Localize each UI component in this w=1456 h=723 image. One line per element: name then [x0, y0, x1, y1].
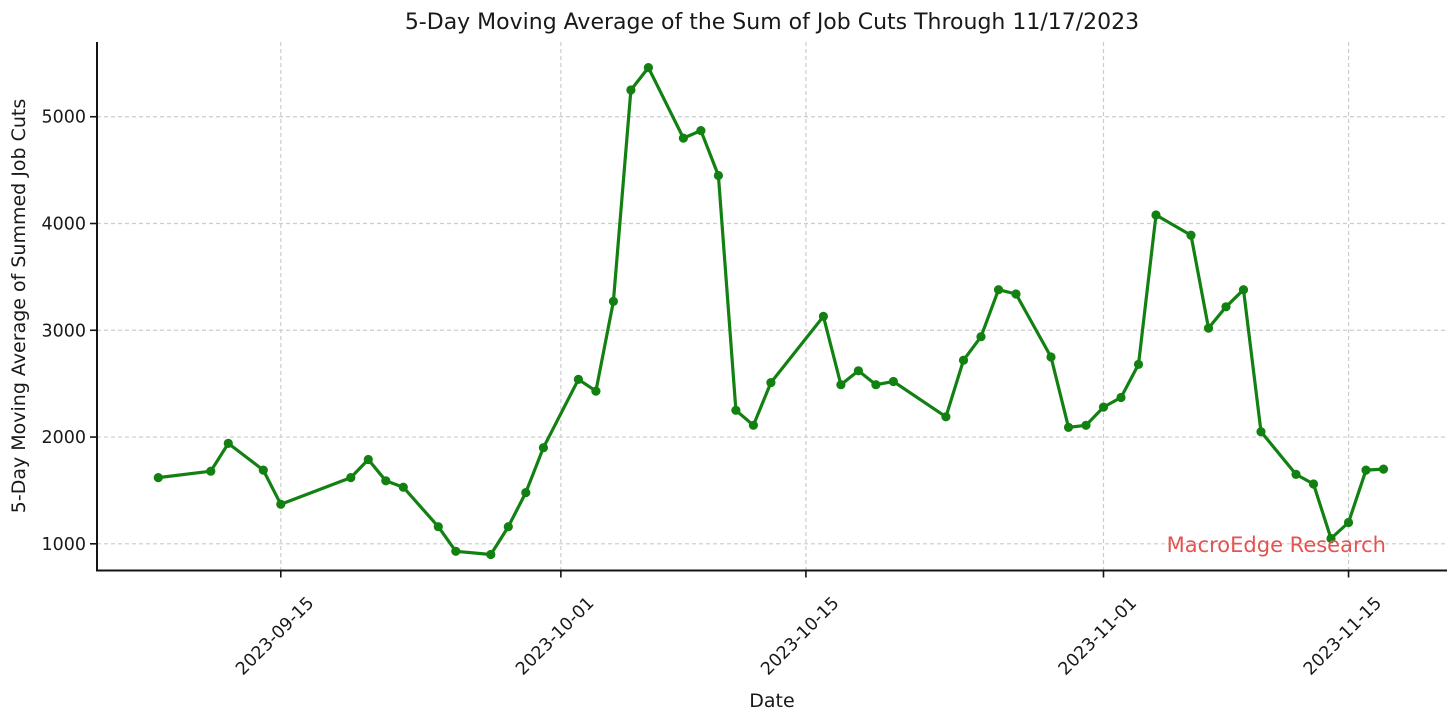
data-point-marker: [223, 438, 233, 448]
x-axis-label: Date: [749, 690, 794, 712]
y-tick-label: 5000: [41, 108, 86, 128]
data-point-marker: [1256, 427, 1266, 437]
data-point-marker: [836, 380, 846, 390]
data-point-marker: [1011, 289, 1021, 299]
data-point-marker: [346, 473, 356, 483]
data-point-marker: [1098, 402, 1109, 412]
data-point-marker: [1063, 422, 1074, 432]
y-tick-label: 4000: [41, 215, 86, 235]
data-point-marker: [818, 311, 829, 321]
data-point-marker: [1378, 464, 1389, 474]
data-point-marker: [1151, 210, 1161, 220]
data-point-marker: [976, 332, 986, 342]
data-point-marker: [1308, 479, 1319, 489]
data-point-marker: [766, 378, 776, 388]
data-point-marker: [521, 488, 531, 498]
y-tick-label: 3000: [41, 321, 86, 341]
data-point-marker: [853, 366, 864, 376]
data-point-marker: [538, 443, 549, 453]
data-point-marker: [1116, 392, 1126, 403]
data-point-marker: [696, 126, 706, 136]
data-point-marker: [1186, 230, 1196, 240]
y-tick-label: 1000: [41, 535, 86, 555]
data-point-marker: [1133, 359, 1144, 369]
data-point-marker: [1326, 533, 1336, 544]
data-point-marker: [451, 546, 461, 556]
data-point-marker: [153, 473, 163, 483]
data-point-marker: [888, 376, 899, 387]
data-point-marker: [1203, 323, 1214, 333]
data-point-marker: [276, 499, 286, 509]
data-series: [153, 63, 1389, 560]
data-point-marker: [486, 549, 496, 560]
data-point-marker: [206, 466, 216, 476]
data-point-marker: [713, 170, 724, 181]
data-point-marker: [731, 405, 741, 415]
y-axis-label: 5-Day Moving Average of Summed Job Cuts: [8, 99, 30, 514]
data-point-marker: [626, 85, 636, 95]
data-point-marker: [258, 465, 268, 475]
data-point-marker: [1361, 465, 1371, 475]
data-point-marker: [1046, 352, 1056, 362]
data-point-marker: [643, 63, 654, 73]
data-point-marker: [608, 296, 619, 306]
data-point-marker: [398, 482, 408, 492]
data-point-marker: [381, 476, 391, 486]
data-point-marker: [1221, 302, 1231, 312]
data-point-marker: [958, 355, 969, 365]
watermark: MacroEdge Research: [1167, 533, 1386, 557]
data-point-marker: [1343, 517, 1354, 528]
data-point-marker: [1081, 420, 1091, 430]
data-point-marker: [678, 133, 689, 143]
data-point-marker: [573, 374, 584, 384]
grid-lines: [97, 42, 1447, 571]
data-point-marker: [748, 420, 759, 430]
data-point-marker: [941, 412, 951, 422]
data-point-marker: [993, 285, 1004, 295]
data-point-marker: [1291, 469, 1301, 479]
y-tick-label: 2000: [41, 428, 86, 448]
data-point-marker: [1238, 285, 1249, 295]
axes-spines-and-ticks: [90, 42, 1447, 578]
data-point-marker: [591, 386, 601, 396]
data-point-marker: [503, 522, 513, 532]
data-point-marker: [433, 522, 443, 532]
data-point-marker: [363, 454, 373, 465]
chart-title: 5-Day Moving Average of the Sum of Job C…: [405, 10, 1139, 35]
data-point-marker: [871, 380, 881, 390]
